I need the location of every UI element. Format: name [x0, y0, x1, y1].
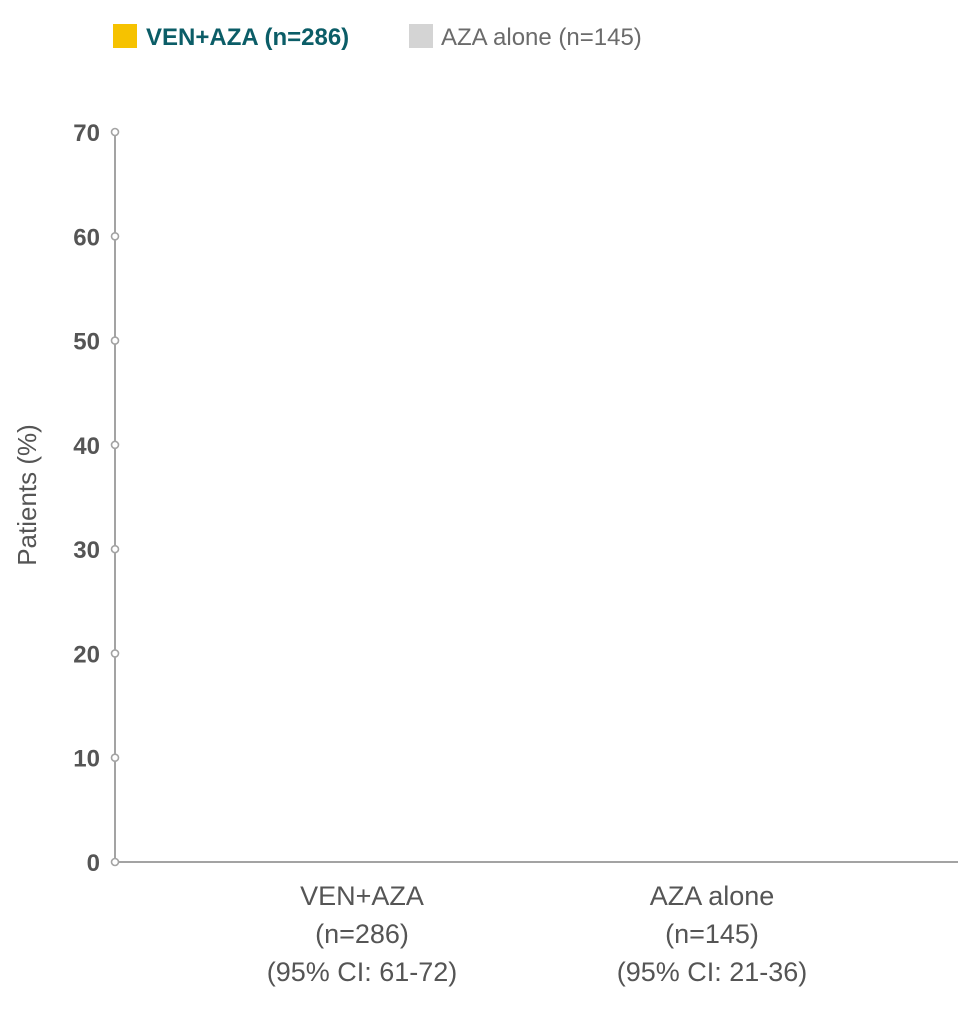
y-tick-label: 20	[73, 641, 100, 668]
y-tick-marker	[110, 231, 120, 241]
y-tick-marker	[110, 857, 120, 867]
y-tick-label: 50	[73, 329, 100, 356]
legend-label-1: VEN+AZA (n=286)	[146, 24, 349, 51]
y-tick-marker	[110, 649, 120, 658]
x-category-line: AZA alone	[650, 881, 775, 911]
y-tick-label: 10	[73, 746, 100, 773]
x-category-line: VEN+AZA	[300, 881, 424, 911]
y-tick-label: 30	[73, 537, 100, 564]
x-category-line: (95% CI: 21-36)	[617, 957, 808, 987]
x-category-line: (95% CI: 61-72)	[267, 957, 458, 987]
y-tick-label: 0	[87, 850, 100, 877]
y-ticks: 0 10 20 30 40 50 60 70	[73, 120, 120, 877]
y-tick-marker	[110, 753, 120, 763]
legend-swatch-1	[113, 24, 137, 48]
legend: VEN+AZA (n=286) AZA alone (n=145)	[113, 24, 642, 51]
y-tick-label: 70	[73, 120, 100, 147]
axes	[114, 132, 958, 863]
y-tick-marker	[110, 336, 120, 345]
x-ticks: VEN+AZA (n=286) (95% CI: 61-72) AZA alone (n…	[267, 881, 808, 987]
y-tick-marker	[110, 440, 120, 450]
x-category-line: (n=145)	[665, 919, 759, 949]
legend-swatch-2	[409, 24, 433, 48]
legend-label-2: AZA alone (n=145)	[441, 24, 642, 51]
y-tick-label: 60	[73, 224, 100, 251]
y-tick-marker	[110, 127, 120, 137]
y-tick-marker	[110, 544, 120, 554]
y-tick-label: 40	[73, 433, 100, 460]
x-category-line: (n=286)	[315, 919, 409, 949]
x-category-label-2: AZA alone (n=145) (95% CI: 21-36)	[617, 881, 808, 987]
x-category-label-1: VEN+AZA (n=286) (95% CI: 61-72)	[267, 881, 458, 987]
y-axis-label: Patients (%)	[12, 424, 42, 566]
